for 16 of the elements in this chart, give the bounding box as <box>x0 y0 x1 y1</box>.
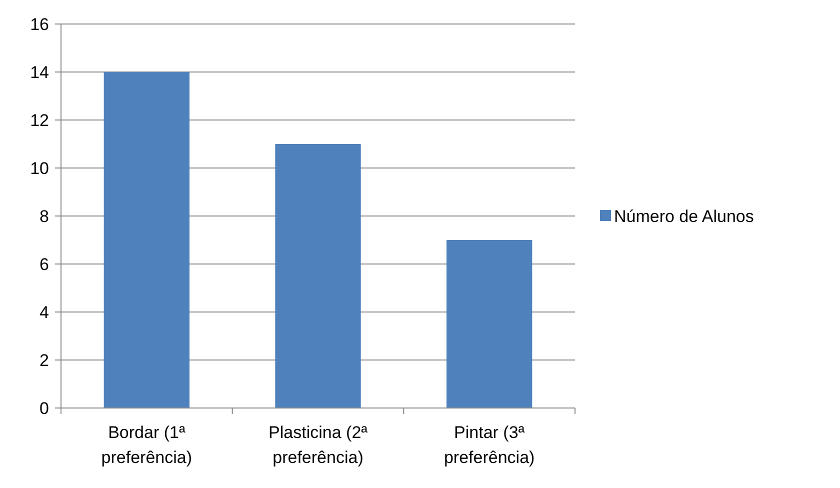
y-tick-label: 10 <box>30 158 49 178</box>
y-tick-label: 14 <box>30 62 49 82</box>
y-tick-label: 12 <box>30 110 49 130</box>
bar <box>446 240 532 408</box>
x-tick-label: Plasticina (2ª preferência) <box>268 423 368 467</box>
y-tick-label: 8 <box>40 206 49 226</box>
y-tick-label: 16 <box>30 14 49 34</box>
legend-label: Número de Alunos <box>614 206 754 226</box>
bar <box>104 72 190 408</box>
y-tick-label: 4 <box>40 302 49 322</box>
bar <box>275 144 361 408</box>
y-tick-label: 0 <box>40 398 49 418</box>
x-tick-label: Pintar (3ª preferência) <box>444 423 535 467</box>
y-tick-label: 2 <box>40 350 49 370</box>
y-tick-label: 6 <box>40 254 49 274</box>
x-tick-label: Bordar (1ª preferência) <box>101 423 192 467</box>
